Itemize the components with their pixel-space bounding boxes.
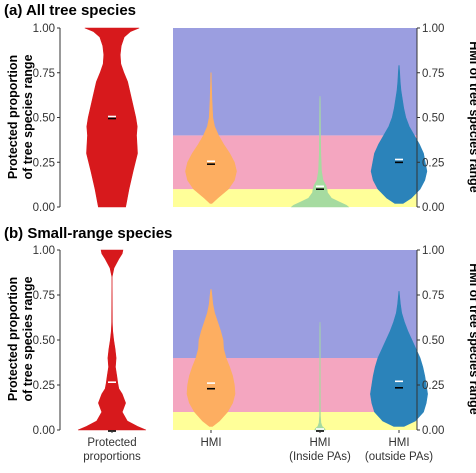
panel-a-right-axis: 0.00 0.25 0.50 0.75 1.00 bbox=[416, 23, 444, 214]
panel-b-left-tick-label-4: 1.00 bbox=[33, 245, 55, 257]
x-axis-category-labels: Protected proportions HMI HMI (Inside PAs) HM… bbox=[83, 430, 433, 463]
panel-a-violin-hmi bbox=[185, 72, 237, 204]
panel-b-right-tick-label-3: 0.75 bbox=[422, 290, 444, 302]
panel-a-violins bbox=[84, 27, 428, 208]
panel-a-right-tick-label-3: 0.75 bbox=[422, 68, 444, 80]
category-label-hmi-outside-pas: HMI (outside PAs) bbox=[365, 437, 433, 463]
panel-a-left-ylabel-line2: of tree species range bbox=[21, 54, 35, 179]
panel-a-left-tick-label-0: 0.00 bbox=[33, 202, 55, 214]
panel-a-violin-hmi-inside-pas bbox=[290, 95, 350, 208]
panel-a-left-tick-label-3: 0.75 bbox=[33, 68, 55, 80]
panel-a-left-tick-label-2: 0.50 bbox=[33, 113, 55, 125]
panel-b-right-tick-label-1: 0.25 bbox=[422, 380, 444, 392]
panel-a-violin-protected-proportions bbox=[84, 27, 140, 208]
panel-a: (a) All tree species 0.00 0.25 0.50 0.75 1.0… bbox=[4, 2, 476, 214]
panel-b-right-tick-label-0: 0.00 bbox=[422, 425, 444, 437]
panel-b-left-ylabel-line2: of tree species range bbox=[21, 276, 35, 401]
panel-b-violin-hmi bbox=[186, 289, 236, 427]
panel-a-title: (a) All tree species bbox=[4, 2, 136, 19]
panel-b-right-ylabel: HMI of tree species range bbox=[467, 263, 476, 414]
panel-b-left-tick-label-2: 0.50 bbox=[33, 335, 55, 347]
panel-a-right-tick-label-2: 0.50 bbox=[422, 113, 444, 125]
category-label-protected-proportions: Protected proportions bbox=[83, 437, 141, 463]
panel-b-band-0 bbox=[173, 412, 417, 430]
panel-a-band-0 bbox=[173, 189, 417, 207]
category-label-hmi: HMI bbox=[200, 437, 221, 449]
panel-a-right-tick-label-0: 0.00 bbox=[422, 202, 444, 214]
panel-b-left-tick-label-1: 0.25 bbox=[33, 380, 55, 392]
panel-b-violin-hmi-inside-pas bbox=[314, 321, 326, 431]
panel-b-title: (b) Small-range species bbox=[4, 225, 172, 242]
panel-b-violin-protected-proportions bbox=[77, 249, 147, 431]
panel-a-left-tick-label-4: 1.00 bbox=[33, 23, 55, 35]
panel-b-right-tick-label-4: 1.00 bbox=[422, 245, 444, 257]
panel-a-right-ylabel: HMI of tree species range bbox=[467, 41, 476, 192]
panel-a-band-2 bbox=[173, 28, 417, 136]
panel-b-violin-hmi-outside-pas bbox=[370, 291, 428, 427]
panel-a-left-ylabel-line1: Protected proportion bbox=[6, 55, 20, 179]
panel-b-right-tick-label-2: 0.50 bbox=[422, 335, 444, 347]
panel-b-right-axis: 0.00 0.25 0.50 0.75 1.00 bbox=[416, 245, 444, 437]
panel-b-left-ylabel-line1: Protected proportion bbox=[6, 277, 20, 401]
panel-b: (b) Small-range species 0.00 0.25 0.50 0.75… bbox=[4, 225, 476, 437]
panel-a-right-tick-label-4: 1.00 bbox=[422, 23, 444, 35]
panel-b-violins bbox=[77, 249, 428, 432]
panel-a-left-tick-label-1: 0.25 bbox=[33, 157, 55, 169]
category-label-hmi-inside-pas: HMI (Inside PAs) bbox=[289, 437, 351, 463]
panel-b-left-tick-label-3: 0.75 bbox=[33, 290, 55, 302]
panel-a-right-tick-label-1: 0.25 bbox=[422, 157, 444, 169]
panel-a-violin-hmi-outside-pas bbox=[370, 65, 428, 204]
panel-b-left-tick-label-0: 0.00 bbox=[33, 425, 55, 437]
panel-b-left-axis: 0.00 0.25 0.50 0.75 1.00 bbox=[33, 245, 61, 437]
panel-a-left-axis: 0.00 0.25 0.50 0.75 1.00 bbox=[33, 23, 61, 214]
